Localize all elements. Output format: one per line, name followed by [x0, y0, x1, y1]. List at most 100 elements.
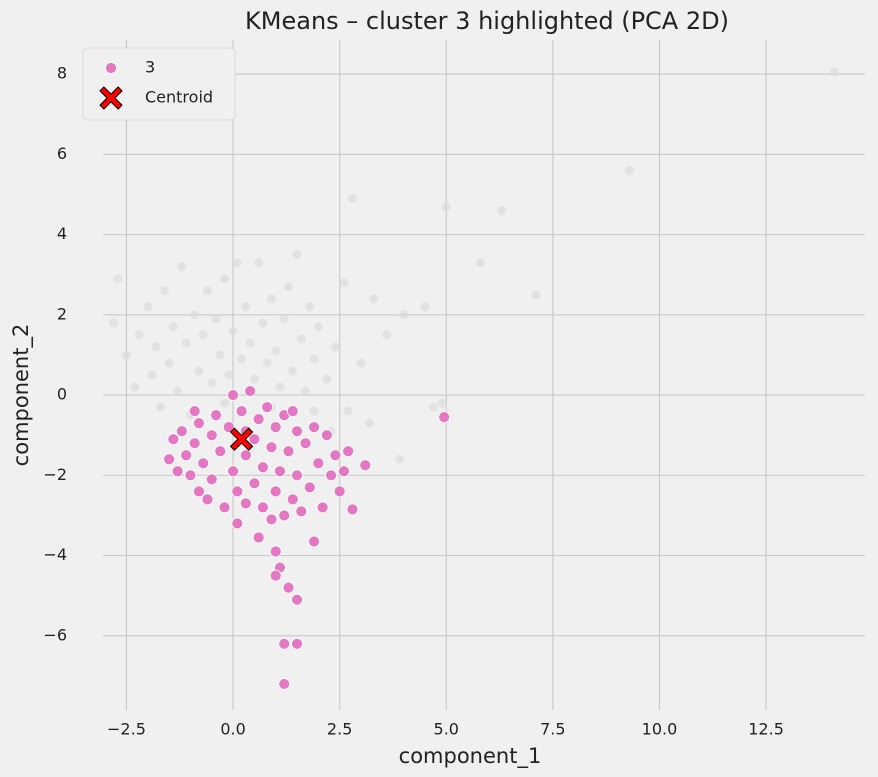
point	[382, 330, 392, 340]
x-axis-label: component_1	[399, 744, 542, 769]
point	[279, 314, 289, 324]
point	[265, 441, 278, 454]
x-tick-label: 2.5	[327, 720, 352, 739]
point	[399, 310, 409, 320]
point	[275, 382, 285, 392]
point	[197, 457, 210, 470]
point	[228, 326, 238, 336]
point	[248, 477, 261, 490]
point	[269, 485, 282, 498]
point	[156, 402, 166, 412]
point	[181, 338, 191, 348]
point	[224, 370, 234, 380]
point	[113, 274, 123, 284]
point	[210, 409, 222, 422]
point	[343, 406, 353, 416]
point	[121, 350, 131, 360]
point	[180, 449, 193, 462]
point	[291, 637, 303, 650]
point	[292, 250, 302, 260]
legend-box	[82, 47, 236, 121]
point	[316, 501, 329, 514]
point	[309, 406, 319, 416]
point	[245, 338, 255, 348]
point	[220, 398, 230, 408]
point	[143, 302, 153, 312]
point	[308, 535, 320, 548]
point	[266, 294, 276, 304]
point	[320, 429, 333, 442]
point	[194, 366, 204, 376]
y-tick-label: 2	[57, 304, 67, 323]
point	[239, 449, 252, 462]
point	[227, 389, 239, 401]
point	[134, 330, 144, 340]
point	[278, 678, 291, 690]
point	[269, 545, 282, 558]
point	[147, 370, 157, 380]
x-tick-label: 5.0	[434, 720, 459, 739]
point	[249, 374, 259, 384]
point	[346, 503, 359, 516]
point	[308, 421, 320, 434]
point	[420, 302, 430, 312]
point	[163, 453, 175, 466]
point	[164, 358, 174, 368]
legend-label: Centroid	[145, 88, 213, 107]
point	[356, 358, 366, 368]
point	[244, 385, 257, 397]
point	[438, 411, 451, 424]
y-tick-label: −4	[43, 545, 67, 564]
point	[286, 493, 299, 506]
point	[257, 501, 269, 514]
point	[171, 465, 184, 478]
point	[258, 318, 268, 328]
point	[198, 330, 208, 340]
point	[188, 405, 201, 418]
point	[218, 501, 231, 514]
point	[248, 433, 261, 446]
point	[205, 429, 218, 442]
point	[177, 262, 187, 272]
x-tick-label: 7.5	[540, 720, 565, 739]
point	[278, 637, 291, 650]
legend-label: 3	[145, 58, 155, 77]
point	[339, 278, 349, 288]
point	[262, 358, 272, 368]
legend-marker	[105, 62, 117, 74]
point	[205, 473, 218, 486]
point	[274, 465, 286, 478]
point	[312, 457, 325, 470]
point	[175, 425, 188, 438]
point	[184, 469, 197, 482]
point	[531, 290, 541, 300]
point	[261, 401, 274, 413]
legend-marker	[99, 86, 123, 110]
point	[188, 437, 201, 450]
point	[278, 509, 291, 522]
point	[282, 445, 295, 458]
point	[299, 437, 312, 450]
x-tick-label: 12.5	[748, 720, 784, 739]
point	[428, 402, 438, 412]
point	[160, 286, 170, 296]
point	[286, 405, 299, 418]
point	[329, 449, 342, 462]
point	[109, 318, 119, 328]
point	[241, 302, 251, 312]
point	[202, 286, 212, 296]
point	[330, 342, 340, 352]
y-tick-label: −6	[43, 625, 67, 644]
point	[173, 386, 183, 396]
y-tick-label: 0	[57, 385, 67, 404]
point	[252, 413, 265, 426]
point	[257, 461, 269, 474]
point	[338, 465, 350, 478]
point	[167, 433, 180, 446]
point	[239, 497, 252, 510]
point	[497, 206, 507, 216]
point	[359, 459, 372, 472]
point	[325, 469, 338, 482]
